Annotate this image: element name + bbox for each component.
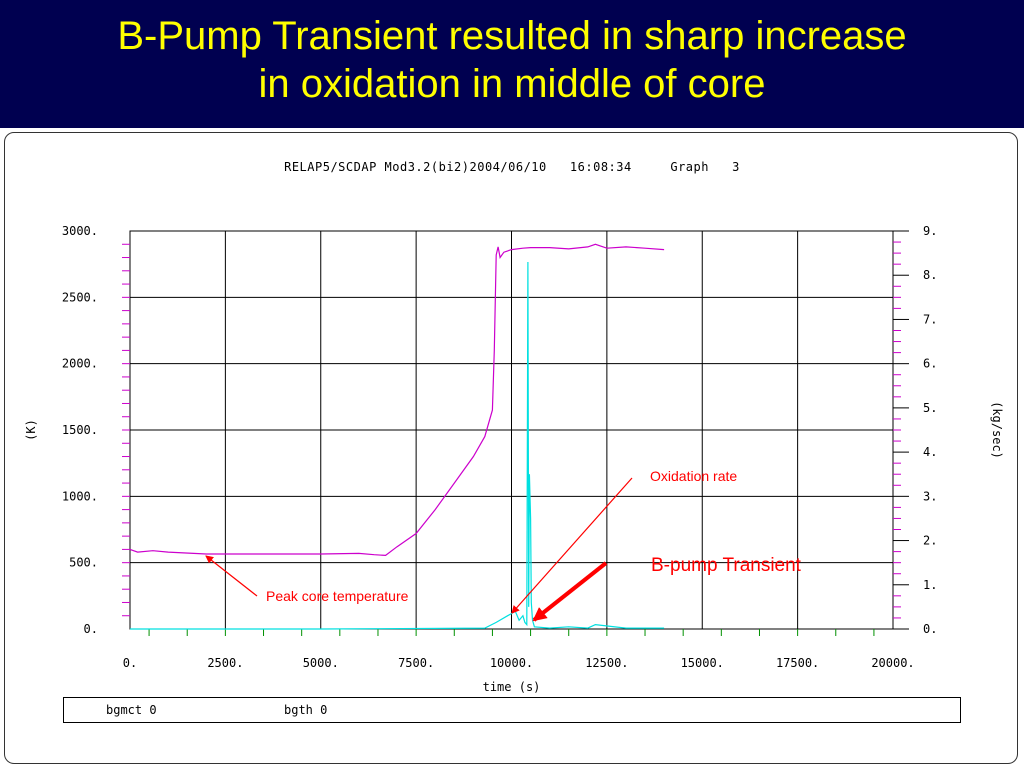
y-left-tick-label: 2500. [62, 290, 98, 304]
x-tick-label: 5000. [303, 656, 339, 670]
y-right-tick-label: 9. [923, 224, 937, 238]
y-left-tick-label: 1000. [62, 489, 98, 503]
y-right-tick-label: 7. [923, 312, 937, 326]
y-right-tick-label: 8. [923, 268, 937, 282]
plot-frame [4, 132, 1018, 764]
y-right-tick-label: 4. [923, 445, 937, 459]
peak-core-temperature-arrow [205, 555, 258, 597]
x-tick-label: 10000. [490, 656, 533, 670]
plot-header: RELAP5/SCDAP Mod3.2(bi2)2004/06/10 16:08… [284, 160, 740, 174]
y-right-tick-label: 5. [923, 401, 937, 415]
oxidation-rate-arrow [511, 477, 633, 614]
legend-item-bgth: bgth 0 [284, 703, 328, 717]
x-tick-label: 20000. [871, 656, 914, 670]
slide-title-line2: in oxidation in middle of core [258, 62, 766, 106]
x-tick-label: 17500. [776, 656, 819, 670]
legend-box: bgmct 0 bgth 0 [63, 697, 961, 723]
bpump-transient-label: B-pump Transient [651, 555, 801, 576]
x-axis-label: time (s) [483, 680, 541, 694]
y-right-tick-label: 3. [923, 489, 937, 503]
bpump-transient-arrow [532, 561, 608, 622]
x-tick-label: 2500. [207, 656, 243, 670]
y-left-tick-label: 1500. [62, 423, 98, 437]
y-left-tick-label: 3000. [62, 224, 98, 238]
y-left-tick-label: 0. [84, 622, 98, 636]
y-right-tick-label: 0. [923, 622, 937, 636]
series-line-bgth [130, 261, 665, 630]
y-right-tick-label: 6. [923, 357, 937, 371]
y-left-tick-label: 2000. [62, 357, 98, 371]
peak-core-temperature-label: Peak core temperature [266, 588, 409, 604]
tick-labels: 0. 2500. 5000. 7500. 10000. 12500. 15000. 17500… [24, 224, 1004, 694]
y-left-tick-label: 500. [69, 556, 98, 570]
legend-item-bgmct: bgmct 0 [106, 703, 157, 717]
x-tick-label: 0. [123, 656, 137, 670]
y-right-axis-label: (kg/sec) [990, 401, 1004, 459]
slide-title: B-Pump Transient resulted in sharp incre… [0, 12, 1024, 108]
oxidation-rate-label: Oxidation rate [650, 468, 738, 484]
series-line-bgmct [129, 243, 665, 557]
y-right-tick-label: 1. [923, 578, 937, 592]
ticks [122, 230, 909, 636]
series-layer [129, 243, 665, 630]
y-right-tick-label: 2. [923, 534, 937, 548]
slide-title-line1: B-Pump Transient resulted in sharp incre… [117, 14, 907, 58]
title-bar [0, 0, 1024, 128]
annotation-arrows [205, 477, 633, 622]
y-left-axis-label: (K) [24, 419, 38, 441]
x-tick-label: 7500. [398, 656, 434, 670]
x-tick-label: 12500. [585, 656, 628, 670]
x-tick-label: 15000. [681, 656, 724, 670]
